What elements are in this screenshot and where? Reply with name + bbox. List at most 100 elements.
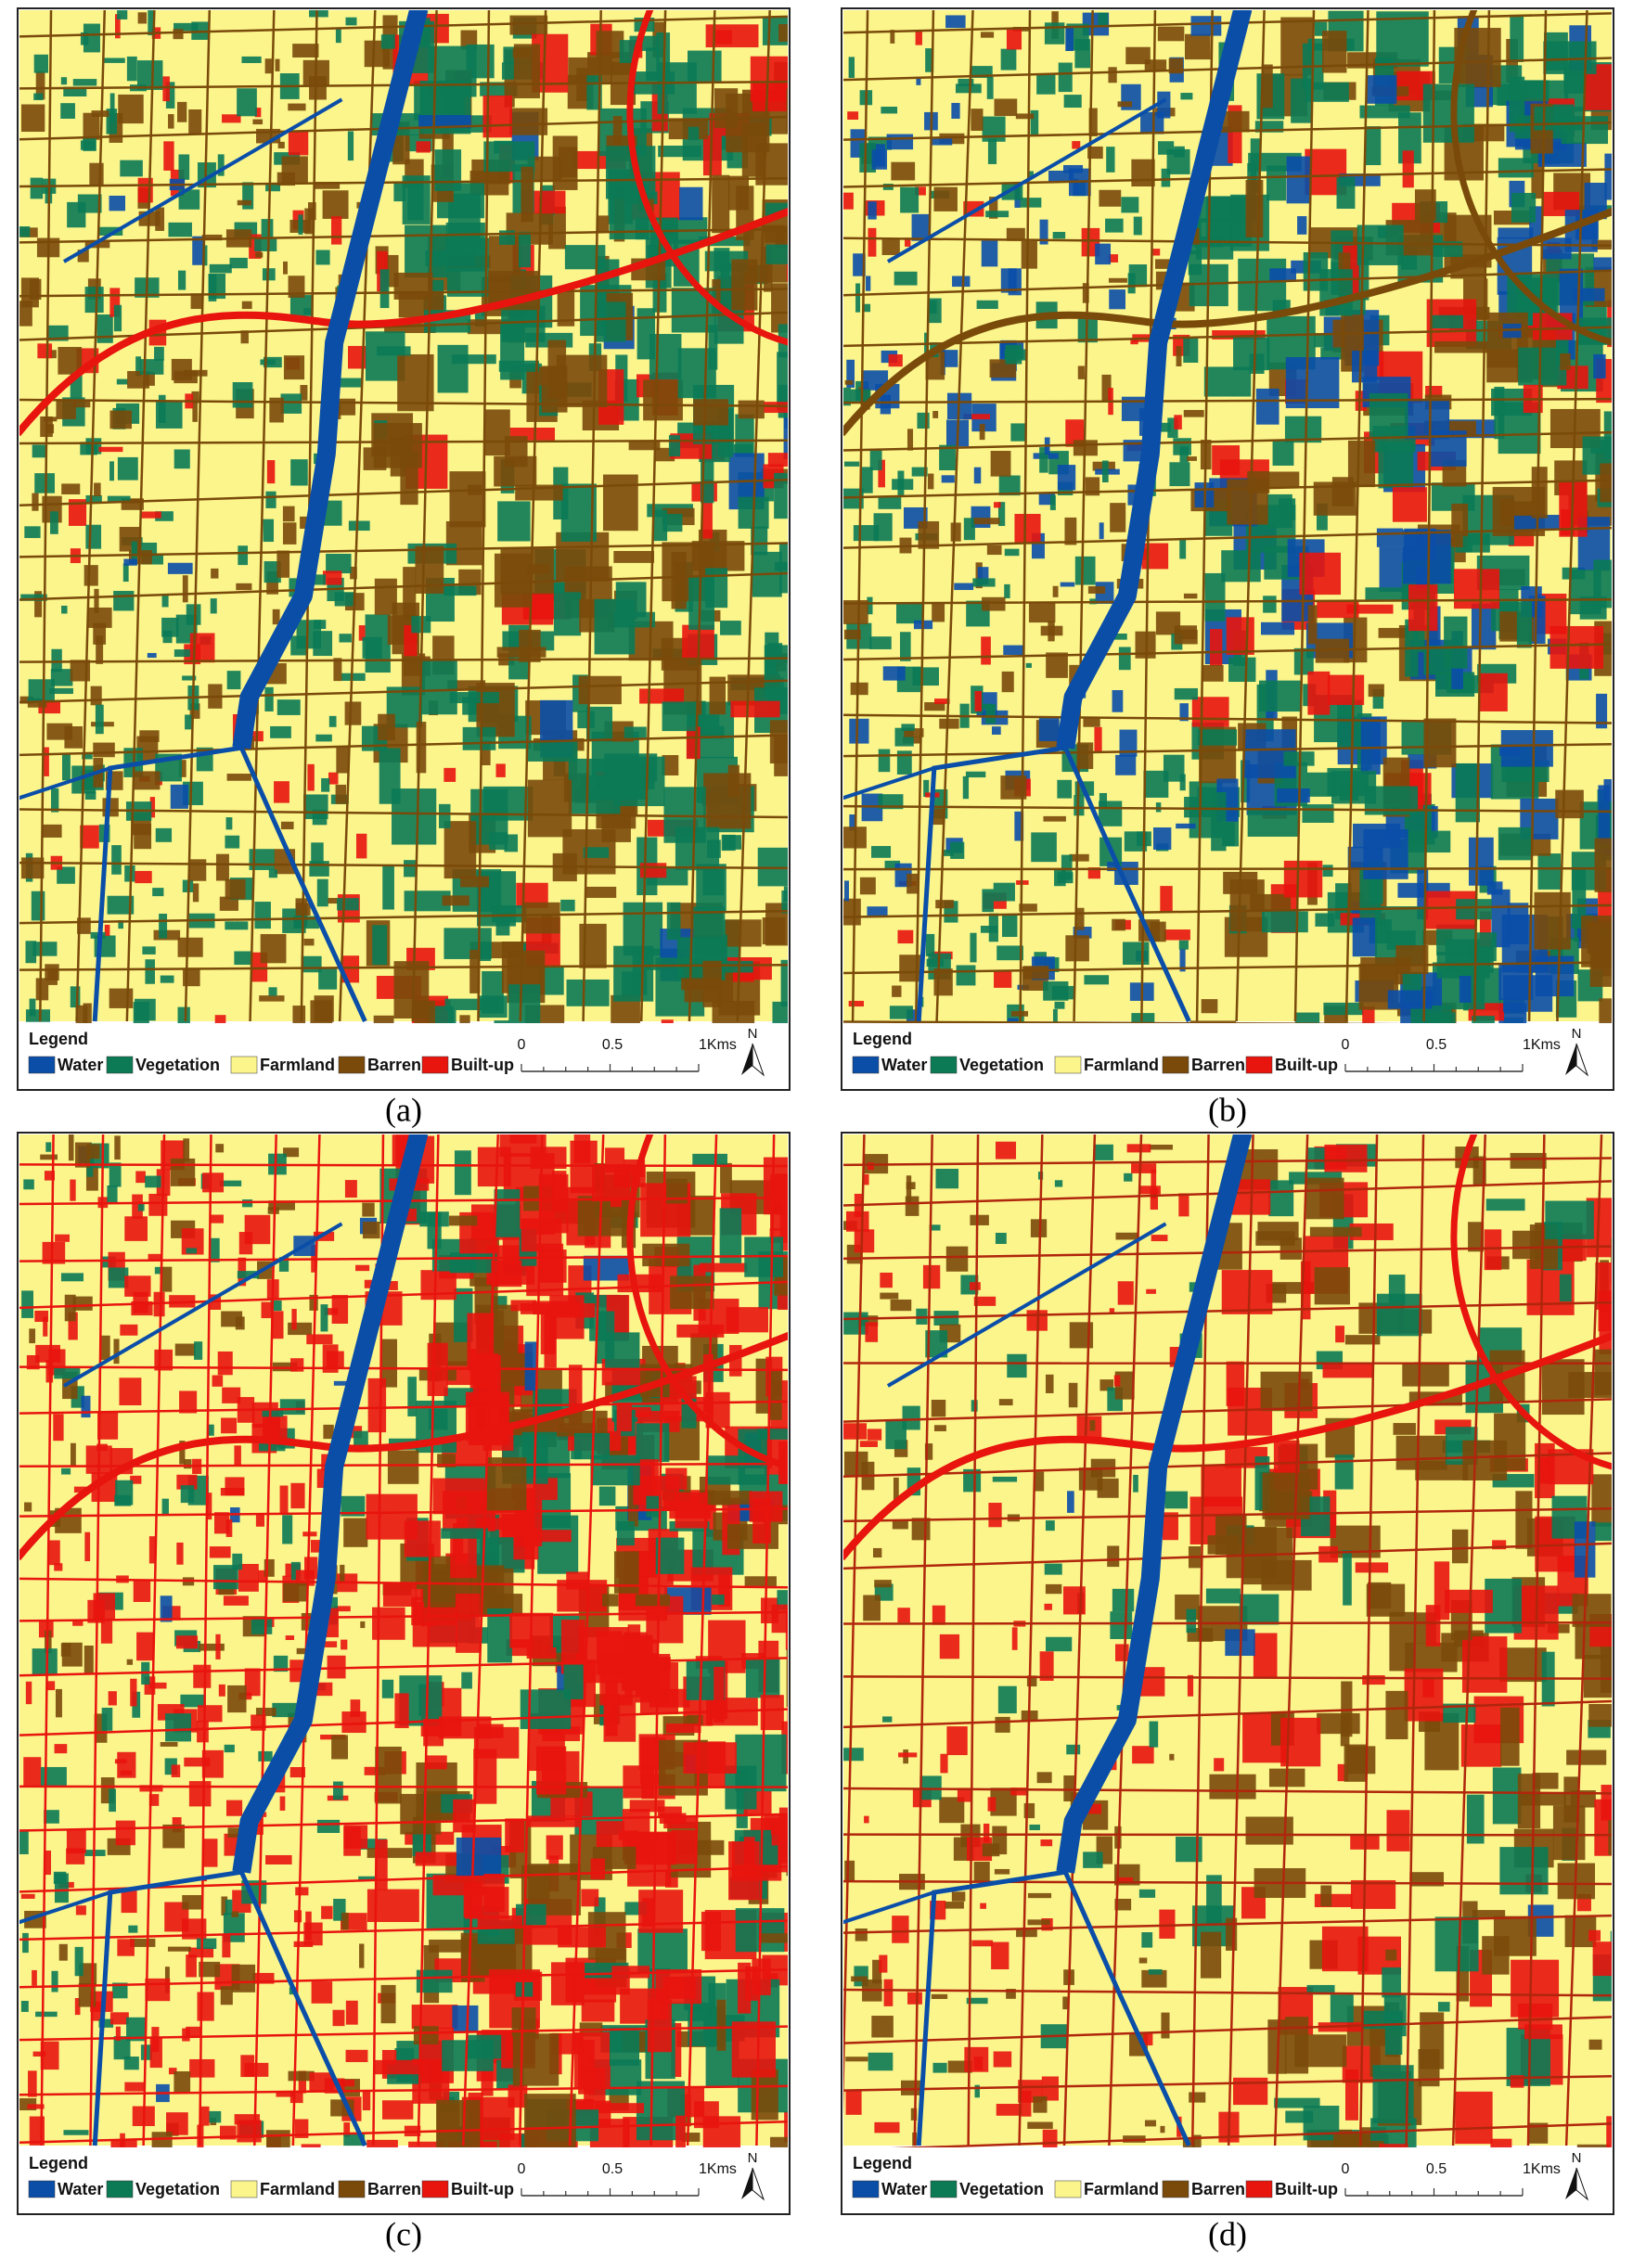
land-patch (221, 1417, 237, 1433)
land-patch (168, 114, 174, 129)
scale-label: 0.5 (1426, 2161, 1447, 2177)
land-patch (1353, 917, 1377, 956)
land-patch (140, 511, 161, 518)
land-patch (1452, 1530, 1468, 1563)
land-patch (1169, 462, 1189, 486)
land-patch (336, 29, 341, 43)
land-patch (119, 1377, 141, 1405)
land-patch (1145, 2121, 1156, 2127)
land-patch (283, 522, 297, 545)
land-patch (1065, 935, 1089, 961)
scale-label: 0 (1342, 2161, 1350, 2177)
land-patch (1215, 1516, 1246, 1555)
land-patch (1027, 2122, 1052, 2129)
land-patch (887, 135, 914, 150)
land-patch (199, 1644, 225, 1651)
land-patch (221, 1311, 242, 1326)
legend-swatch (422, 1057, 448, 1073)
land-patch (790, 364, 823, 408)
land-patch (1455, 2092, 1492, 2144)
land-patch (374, 2060, 424, 2074)
land-patch (453, 1800, 475, 1833)
land-patch (341, 673, 366, 681)
land-patch (882, 239, 900, 255)
land-patch (184, 1758, 210, 1767)
land-patch (161, 1742, 178, 1747)
land-patch (341, 1640, 347, 1650)
land-patch (1055, 1002, 1065, 1009)
land-patch (178, 154, 189, 179)
legend-swatch (931, 1057, 957, 1073)
land-patch (720, 621, 741, 635)
land-patch (1149, 1969, 1163, 1975)
land-patch (847, 111, 858, 120)
land-patch (1604, 154, 1633, 200)
legend-label: Barren (367, 2180, 421, 2198)
land-patch (636, 1423, 669, 1462)
legend-swatch (107, 2181, 133, 2198)
land-patch (137, 60, 162, 90)
land-patch (50, 511, 58, 534)
land-patch (892, 1916, 908, 1943)
land-patch (209, 2111, 221, 2122)
land-patch (786, 1828, 830, 1877)
land-patch (449, 1216, 477, 1226)
land-patch (667, 903, 681, 940)
land-patch (1061, 855, 1073, 880)
land-patch (1107, 1545, 1119, 1567)
land-patch (1183, 338, 1198, 363)
land-patch (19, 1829, 29, 1854)
land-patch (860, 1441, 878, 1447)
land-patch (868, 1429, 881, 1440)
land-patch (102, 58, 124, 62)
land-patch (54, 1563, 62, 1570)
land-patch (998, 1686, 1017, 1713)
land-patch (1408, 584, 1437, 631)
land-patch (452, 354, 496, 364)
land-patch (328, 773, 338, 785)
land-patch (414, 2026, 439, 2044)
caption: (d) (1208, 2215, 1247, 2252)
land-patch (1262, 911, 1308, 932)
land-patch (59, 1944, 68, 1961)
land-patch (84, 565, 98, 585)
land-patch (252, 120, 263, 125)
land-patch (845, 2057, 868, 2061)
land-patch (879, 496, 902, 509)
land-patch (1029, 602, 1055, 622)
land-patch (943, 850, 954, 856)
land-patch (1160, 2126, 1164, 2133)
land-patch (28, 2070, 37, 2096)
land-patch (1486, 1198, 1525, 1211)
land-patch (714, 88, 738, 128)
land-patch (62, 1643, 83, 1667)
land-patch (649, 334, 682, 379)
land-patch (970, 933, 976, 963)
land-patch (21, 1894, 35, 1899)
land-patch (913, 667, 939, 686)
land-patch (933, 187, 957, 211)
land-patch (1027, 1919, 1049, 1925)
map (18, 1133, 838, 2198)
land-patch (360, 1621, 365, 1628)
land-patch (1494, 1414, 1525, 1471)
land-patch (671, 1830, 697, 1864)
land-patch (123, 563, 129, 582)
land-patch (696, 864, 726, 912)
land-patch (73, 79, 96, 85)
land-patch (363, 637, 382, 659)
land-patch (56, 1689, 62, 1717)
land-patch (65, 1295, 76, 1322)
land-patch (1003, 646, 1023, 655)
land-patch (55, 1235, 70, 1242)
land-patch (940, 1634, 959, 1659)
land-patch (216, 854, 229, 881)
land-patch (646, 47, 660, 80)
land-patch (1362, 1675, 1384, 1685)
land-patch (1214, 1758, 1224, 1771)
land-patch (265, 1855, 292, 1864)
land-patch (1204, 366, 1251, 396)
land-patch (255, 252, 263, 258)
land-patch (866, 275, 870, 290)
